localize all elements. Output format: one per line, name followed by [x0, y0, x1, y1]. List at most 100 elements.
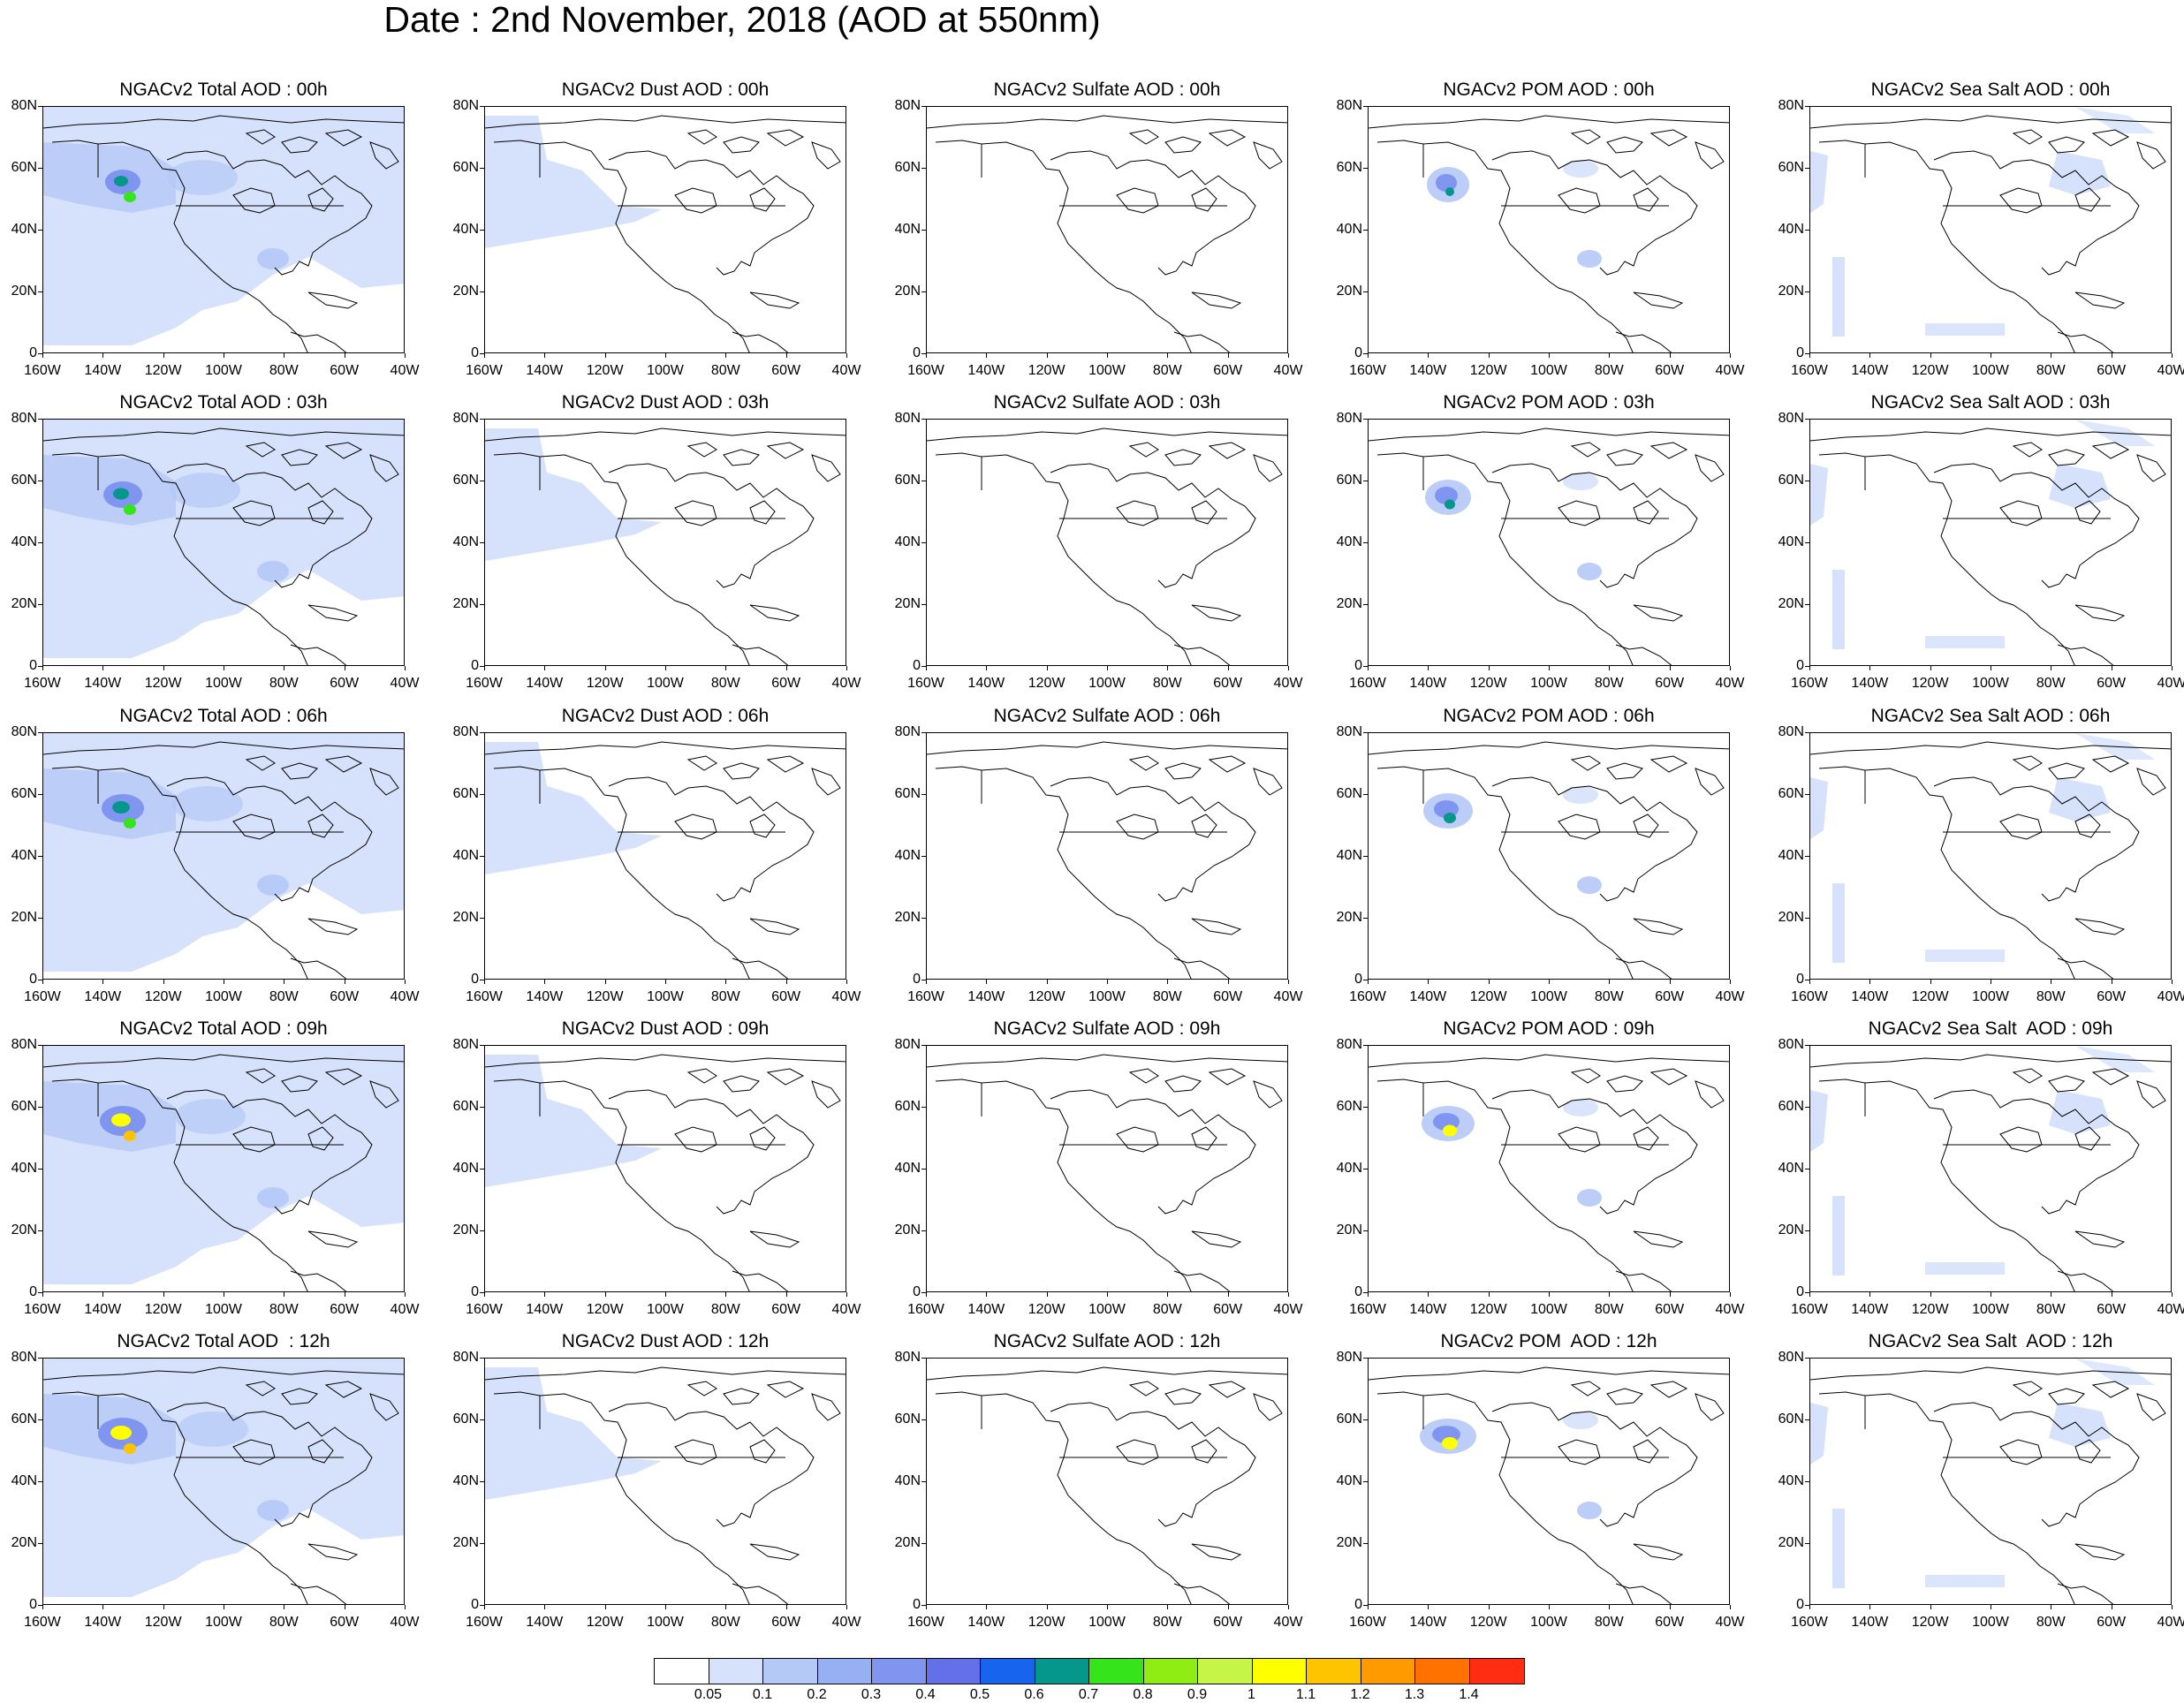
coastline [324, 1068, 363, 1086]
x-tick-label: 120W [1469, 363, 1507, 378]
panel-title: NGACv2 Dust AOD : 00h [561, 79, 770, 100]
coastline [732, 1270, 789, 1291]
y-tick [921, 542, 926, 543]
y-tick-label: 20N [11, 910, 37, 925]
x-tick-label: 160W [466, 363, 503, 378]
x-tick-label: 100W [1088, 1302, 1126, 1317]
colorbar-label: 0.2 [807, 1687, 827, 1702]
coastline [1253, 454, 1283, 482]
y-tick-label: 40N [1336, 534, 1362, 549]
y-tick-label: 60N [452, 1099, 479, 1114]
x-tick [785, 1605, 787, 1609]
map-svg [43, 733, 404, 979]
coastline [1491, 1402, 1698, 1527]
panel-title: NGACv2 Total AOD : 12h [117, 1331, 330, 1351]
map-panel [1809, 732, 2172, 980]
panel-title: NGACv2 Sulfate AOD : 12h [993, 1331, 1221, 1351]
x-tick-label: 60W [2097, 1302, 2127, 1317]
coastline [1191, 291, 1242, 309]
coastline [51, 1391, 308, 1604]
colorbar-box [709, 1659, 763, 1684]
x-tick-label: 80W [2036, 1615, 2066, 1630]
y-tick [480, 732, 484, 733]
coastline [1649, 1068, 1688, 1086]
x-tick-label: 100W [205, 676, 242, 691]
x-tick [665, 1605, 666, 1609]
map-svg [485, 1366, 846, 1604]
y-tick-label: 0 [1796, 1284, 1804, 1299]
coastline [811, 454, 841, 482]
coastlines [1810, 428, 2171, 665]
x-tick-label: 120W [1911, 363, 1949, 378]
coastline [369, 1080, 399, 1109]
y-tick [38, 856, 42, 857]
coastline [1491, 463, 1698, 588]
y-tick-label: 0 [471, 345, 479, 360]
coastline [245, 755, 276, 771]
map-panel [926, 106, 1288, 353]
y-tick [1363, 794, 1368, 795]
coastline [281, 1075, 318, 1093]
map-svg [1369, 741, 1729, 979]
y-tick [38, 1107, 42, 1108]
x-tick [1809, 353, 1810, 358]
x-tick-label: 40W [1715, 363, 1745, 378]
y-tick-label: 80N [1778, 1350, 1804, 1365]
aerosol-shading [485, 1055, 662, 1187]
y-tick [921, 230, 926, 231]
coastline [1116, 500, 1159, 526]
y-tick [1805, 1543, 1809, 1544]
coastline [2091, 129, 2130, 147]
coastline [43, 115, 404, 129]
x-tick [785, 980, 787, 984]
coastline [1615, 1270, 1672, 1291]
x-tick [102, 980, 104, 984]
coastline [51, 140, 308, 352]
coastline [2012, 129, 2043, 145]
aerosol-shading [1810, 1046, 2155, 1275]
y-tick-label: 0 [471, 972, 479, 987]
y-tick [38, 732, 42, 733]
x-tick [1227, 1292, 1229, 1297]
y-tick-label: 40N [1336, 848, 1362, 863]
y-tick [921, 353, 926, 354]
x-tick-label: 80W [1152, 1615, 1182, 1630]
x-tick-label: 100W [205, 1302, 242, 1317]
coastline [1128, 1068, 1159, 1084]
x-tick-label: 120W [1028, 989, 1065, 1004]
coastline [1128, 755, 1159, 771]
x-tick-label: 40W [1715, 676, 1745, 691]
x-tick-label: 40W [831, 1302, 861, 1317]
coastline [749, 918, 800, 935]
coastline [1191, 1439, 1217, 1464]
x-tick [163, 666, 164, 670]
coastline [1208, 755, 1247, 773]
x-tick-label: 60W [2097, 363, 2127, 378]
y-tick [38, 1543, 42, 1544]
coastline [1999, 814, 2043, 840]
coastlines [43, 1366, 404, 1604]
coastline [2048, 449, 2085, 466]
x-tick [1107, 980, 1108, 984]
y-tick [1805, 1605, 1809, 1606]
y-tick [1363, 353, 1368, 354]
coastline [732, 1583, 789, 1604]
x-tick [484, 980, 485, 984]
x-tick [986, 1605, 988, 1609]
coastlines [927, 115, 1287, 352]
coastline [1376, 452, 1634, 665]
y-tick [921, 918, 926, 919]
x-tick [604, 980, 606, 984]
x-tick [1288, 980, 1289, 984]
coastline [1633, 500, 1659, 525]
coastline [2012, 755, 2043, 771]
x-tick-label: 40W [831, 989, 861, 1004]
map-svg [927, 115, 1287, 352]
y-tick-label: 80N [11, 724, 37, 739]
x-tick-label: 40W [390, 363, 420, 378]
map-svg [927, 428, 1287, 665]
x-tick-label: 100W [1530, 1302, 1567, 1317]
x-tick [1428, 1605, 1429, 1609]
coastline [686, 1381, 717, 1396]
x-tick-label: 120W [586, 363, 624, 378]
